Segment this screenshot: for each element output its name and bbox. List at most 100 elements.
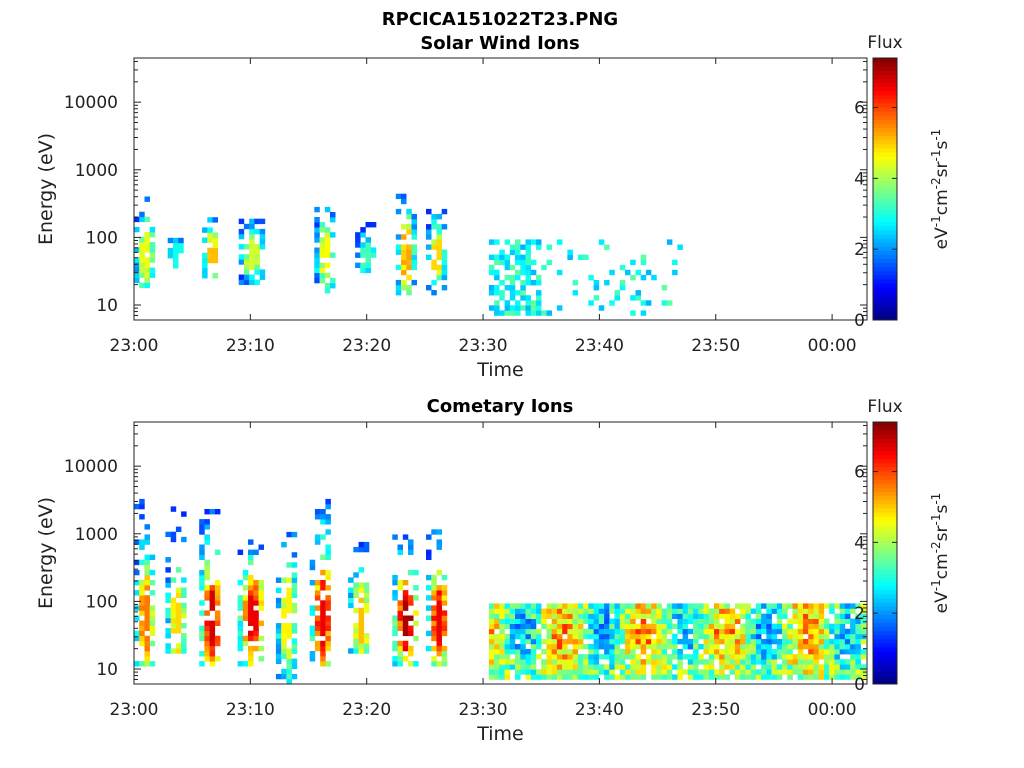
flux-cell (536, 608, 542, 614)
x-tick-label: 23:20 (342, 336, 391, 356)
flux-cell (860, 674, 867, 680)
y-axis-label: Energy (eV) (35, 133, 57, 245)
flux-cell (436, 539, 442, 545)
flux-cell (808, 674, 814, 680)
flux-cell (324, 247, 331, 253)
flux-cell (588, 659, 594, 665)
flux-cell (824, 623, 830, 630)
flux-cell (703, 638, 709, 645)
flux-cell (249, 254, 255, 260)
flux-cell (604, 608, 610, 614)
flux-cell (358, 597, 365, 603)
flux-cell (309, 610, 316, 616)
flux-cell (281, 648, 287, 654)
flux-cell (536, 305, 542, 311)
flux-cell (729, 613, 736, 619)
flux-cell (314, 247, 320, 253)
flux-cell (499, 633, 505, 640)
flux-cell (661, 618, 668, 624)
flux-cell (829, 603, 835, 609)
flux-cell (325, 615, 331, 621)
flux-cell (645, 603, 652, 609)
flux-cell (556, 644, 563, 650)
flux-cell (436, 610, 442, 616)
flux-cell (609, 608, 615, 614)
flux-cell (651, 613, 657, 619)
flux-cell (562, 664, 568, 670)
flux-cell (139, 605, 145, 611)
flux-cell (530, 674, 537, 680)
flux-cell (248, 610, 254, 616)
flux-cell (844, 603, 851, 609)
flux-cell (530, 649, 537, 655)
flux-cell (546, 623, 552, 630)
flux-cell (436, 234, 442, 240)
flux-cell (640, 274, 647, 281)
flux-cell (797, 654, 804, 660)
flux-cell (588, 664, 594, 670)
flux-cell (509, 613, 516, 619)
flux-cell (703, 628, 709, 635)
flux-cell (556, 674, 563, 680)
flux-cell (144, 524, 150, 530)
colorbar-swatch (873, 74, 897, 79)
flux-cell (243, 264, 250, 270)
flux-cell (509, 633, 516, 640)
flux-cell (426, 254, 432, 260)
flux-cell (640, 638, 647, 645)
flux-cell (598, 638, 605, 645)
flux-cell (488, 269, 495, 276)
flux-cell (640, 628, 647, 635)
flux-cell (661, 654, 668, 660)
flux-cell (237, 640, 244, 647)
flux-cell (520, 659, 526, 665)
flux-cell (426, 630, 432, 637)
flux-cell (204, 630, 210, 637)
flux-cell (614, 628, 620, 635)
flux-cell (149, 247, 156, 253)
flux-cell (829, 608, 835, 614)
flux-cell (682, 644, 689, 650)
flux-cell (771, 674, 778, 680)
flux-cell (546, 259, 552, 266)
flux-cell (209, 605, 216, 611)
flux-cell (139, 544, 145, 550)
flux-cell (625, 644, 631, 650)
flux-cell (708, 669, 715, 675)
flux-cell (604, 244, 610, 250)
flux-cell (714, 623, 720, 630)
flux-cell (488, 285, 495, 291)
flux-cell (729, 623, 736, 630)
flux-cell (325, 549, 331, 555)
flux-cell (353, 572, 359, 578)
flux-cell (181, 511, 187, 517)
flux-cell (593, 674, 600, 680)
flux-cell (413, 569, 419, 576)
flux-cell (314, 227, 320, 233)
flux-cell (609, 669, 615, 675)
colorbar-swatch (873, 565, 897, 570)
flux-cell (750, 638, 757, 645)
flux-cell (562, 608, 568, 614)
flux-cell (504, 310, 511, 316)
flux-cell (259, 218, 266, 225)
flux-cell (583, 659, 589, 665)
flux-cell (698, 618, 704, 624)
flux-cell (520, 264, 526, 271)
flux-cell (818, 623, 825, 630)
flux-cell (204, 610, 210, 616)
colorbar-tick-label: 2 (854, 604, 865, 624)
flux-cell (797, 664, 804, 670)
flux-cell (797, 623, 804, 630)
flux-cell (651, 674, 657, 680)
flux-cell (170, 648, 177, 654)
flux-cell (286, 623, 292, 629)
flux-cell (766, 674, 772, 680)
colorbar-swatch (873, 254, 897, 259)
flux-cell (724, 674, 730, 680)
flux-cell (546, 669, 552, 675)
flux-cell (708, 628, 715, 635)
flux-cell (499, 613, 505, 619)
